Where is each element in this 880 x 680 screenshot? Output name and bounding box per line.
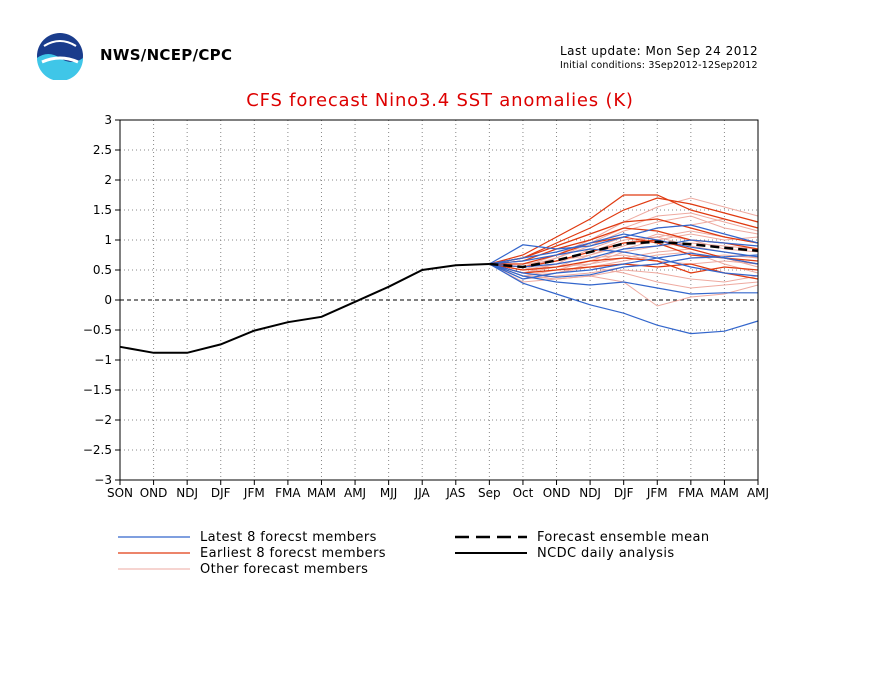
x-tick-label: DJF	[211, 486, 231, 500]
earliest-member-line	[489, 257, 759, 274]
y-tick-label: 0	[104, 293, 112, 307]
last-update: Last update: Mon Sep 24 2012	[560, 44, 759, 58]
x-tick-label: MAM	[710, 486, 739, 500]
earliest-member-line	[489, 197, 759, 265]
y-tick-label: 1	[104, 233, 112, 247]
legend-label: Earliest 8 forecst members	[200, 546, 386, 561]
latest-member-line	[489, 224, 759, 265]
y-tick-label: −0.5	[83, 323, 112, 337]
noaa-logo-icon	[37, 33, 83, 80]
chart-title: CFS forecast Nino3.4 SST anomalies (K)	[246, 90, 634, 111]
x-tick-label: NDJ	[176, 486, 198, 500]
latest-member-line	[489, 263, 759, 335]
y-tick-label: −1	[94, 353, 112, 367]
y-tick-label: 2.5	[93, 143, 112, 157]
legend-label: Latest 8 forecst members	[200, 530, 377, 545]
initial-conditions: Initial conditions: 3Sep2012-12Sep2012	[560, 60, 758, 71]
y-tick-label: 3	[104, 113, 112, 127]
x-tick-label: JJA	[414, 486, 431, 500]
y-tick-label: −1.5	[83, 383, 112, 397]
y-tick-label: −2	[94, 413, 112, 427]
y-tick-label: −3	[94, 473, 112, 487]
x-axis-ticks: SON OND NDJ DJF JFM FMA MAM AMJ MJJ JJA JAS Sep Oct O…	[107, 480, 769, 500]
x-tick-label: MAM	[307, 486, 336, 500]
y-axis-ticks: 3 2.5 2 1.5 1 0.5 0 −0.5 −1 −1.5 −2 −2.5 −3	[83, 113, 120, 487]
x-tick-label: OND	[140, 486, 168, 500]
x-tick-label: Oct	[513, 486, 534, 500]
latest-members	[489, 224, 759, 335]
x-tick-label: FMA	[678, 486, 704, 500]
x-tick-label: MJJ	[380, 486, 397, 500]
x-tick-label: OND	[543, 486, 571, 500]
legend-label: Other forecast members	[200, 562, 368, 577]
earliest-member-line	[489, 194, 759, 265]
x-tick-label: JFM	[646, 486, 668, 500]
x-tick-label: DJF	[614, 486, 634, 500]
x-tick-label: AMJ	[747, 486, 769, 500]
latest-member-line	[489, 248, 759, 265]
x-tick-label: Sep	[478, 486, 501, 500]
latest-member-line	[489, 263, 758, 295]
legend-label: NCDC daily analysis	[537, 546, 675, 561]
y-tick-label: −2.5	[83, 443, 112, 457]
analysis-line	[119, 263, 490, 354]
earliest-member-line	[489, 218, 759, 265]
y-tick-label: 2	[104, 173, 112, 187]
latest-member-line	[489, 254, 759, 278]
y-tick-label: 1.5	[93, 203, 112, 217]
latest-member-line	[489, 257, 759, 280]
ensemble-mean-line	[489, 240, 759, 269]
x-tick-label: FMA	[275, 486, 301, 500]
x-tick-label: SON	[107, 486, 133, 500]
y-tick-label: 0.5	[93, 263, 112, 277]
other-member-line	[489, 254, 759, 274]
legend-label: Forecast ensemble mean	[537, 530, 709, 545]
ensemble-mean-line	[489, 240, 759, 269]
x-tick-label: AMJ	[344, 486, 366, 500]
latest-member-line	[489, 233, 759, 265]
analysis-line	[119, 263, 490, 354]
x-tick-label: NDJ	[579, 486, 601, 500]
x-tick-label: JAS	[445, 486, 465, 500]
x-tick-label: JFM	[243, 486, 265, 500]
org-label: NWS/NCEP/CPC	[100, 46, 233, 64]
